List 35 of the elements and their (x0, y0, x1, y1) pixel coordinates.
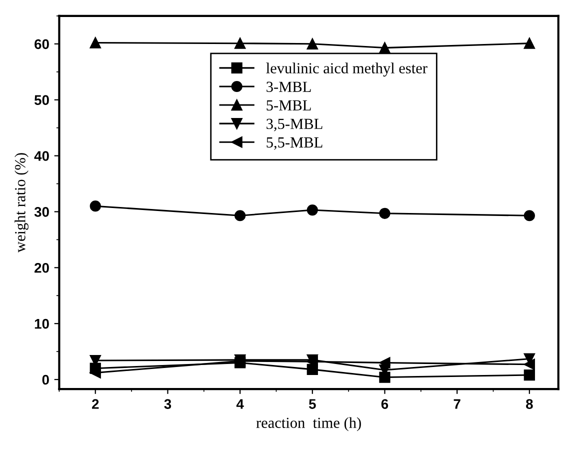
legend-label: 5-MBL (266, 100, 311, 111)
y-tick-label: 30 (34, 207, 49, 217)
y-tick-label: 50 (34, 95, 49, 105)
y-tick-label: 40 (34, 151, 49, 161)
x-tick-label: 3 (164, 399, 172, 409)
x-axis-title: reaction time (h) (256, 417, 361, 432)
y-tick-label: 60 (34, 39, 49, 50)
x-tick-label: 2 (92, 399, 99, 409)
point (524, 38, 535, 49)
point (524, 210, 535, 222)
point (90, 200, 101, 212)
point (234, 210, 246, 222)
point (306, 204, 318, 216)
x-tick-label: 8 (526, 399, 533, 409)
x-tick-label: 6 (381, 399, 388, 409)
point (306, 38, 318, 50)
point (379, 372, 390, 383)
x-tick-label: 4 (236, 399, 244, 409)
point (524, 369, 535, 381)
point (90, 367, 101, 378)
x-tick-label: 5 (308, 399, 316, 409)
legend-label: levulinic aicd methyl ester (266, 62, 428, 77)
point (90, 37, 101, 48)
point (379, 357, 390, 368)
y-axis-title: weight ratio (%) (14, 153, 28, 253)
y-tick-label: 10 (34, 318, 49, 329)
y-tick-label: 20 (34, 262, 49, 273)
legend-label: 3,5-MBL (266, 118, 322, 132)
point (234, 38, 246, 49)
y-tick-label: 0 (42, 374, 49, 385)
point (524, 358, 535, 370)
x-tick-label: 7 (454, 399, 460, 409)
legend-label: 3-MBL (266, 82, 311, 92)
legend-label: 5,5-MBL (266, 137, 322, 150)
point (379, 208, 390, 219)
